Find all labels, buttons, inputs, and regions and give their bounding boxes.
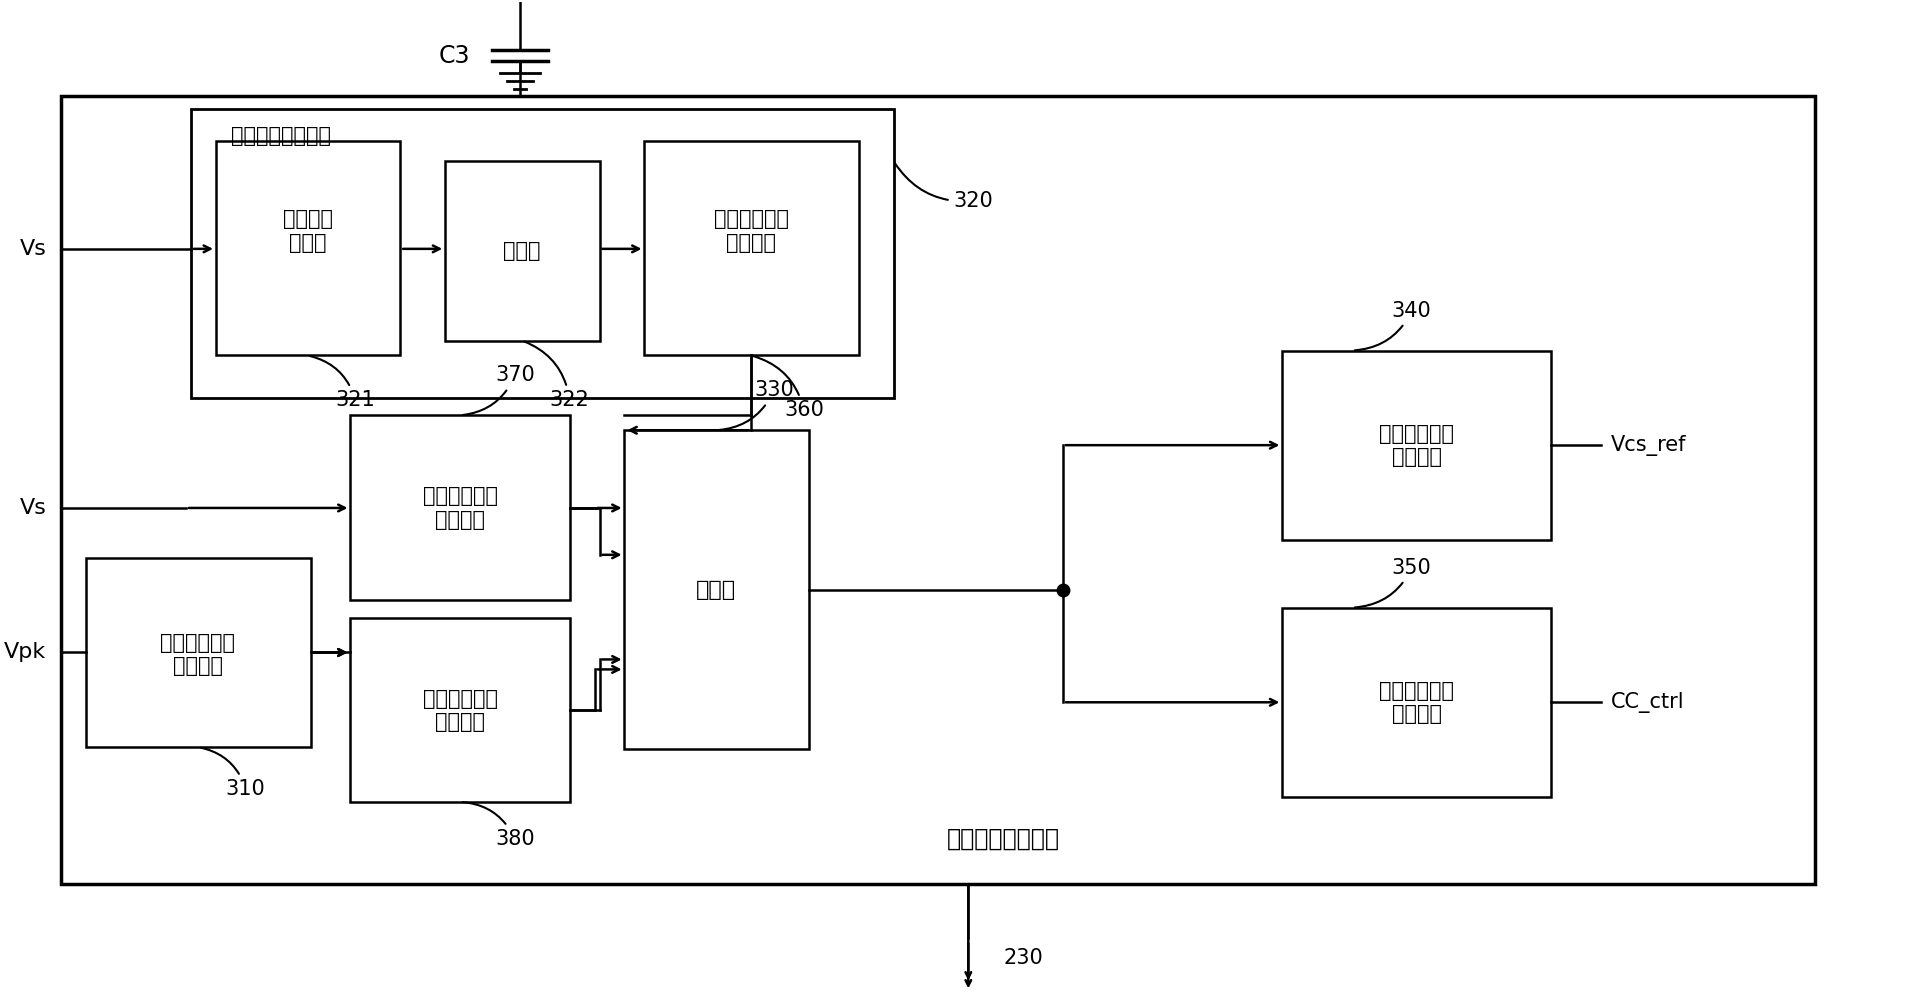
Text: 导通控制信号
产生电路: 导通控制信号 产生电路 <box>1380 680 1455 724</box>
Text: 380: 380 <box>463 802 535 849</box>
Text: 230: 230 <box>1004 948 1042 968</box>
Bar <box>351 618 569 802</box>
Text: 360: 360 <box>755 356 824 420</box>
Text: 322: 322 <box>525 342 589 410</box>
Text: 340: 340 <box>1355 301 1432 351</box>
Bar <box>446 161 600 341</box>
Text: 第二电压电流
转换电路: 第二电压电流 转换电路 <box>423 689 498 732</box>
Text: 321: 321 <box>311 356 374 410</box>
Bar <box>351 415 569 600</box>
Bar <box>191 109 894 398</box>
Text: 除法器: 除法器 <box>697 580 735 600</box>
Text: CC_ctrl: CC_ctrl <box>1612 692 1685 713</box>
Text: 调光角度检测电路: 调光角度检测电路 <box>232 126 330 146</box>
Text: 310: 310 <box>201 748 266 799</box>
Text: 370: 370 <box>463 365 535 415</box>
Text: 第一预设电压
产生电路: 第一预设电压 产生电路 <box>1380 424 1455 467</box>
Text: 过零检测
比较器: 过零检测 比较器 <box>282 210 332 252</box>
Text: Vcs_ref: Vcs_ref <box>1612 435 1687 456</box>
Text: 恒流调光控制电路: 恒流调光控制电路 <box>948 827 1060 851</box>
Bar <box>1282 608 1552 797</box>
Text: Vs: Vs <box>19 239 46 259</box>
Text: 第一电压电流
转换电路: 第一电压电流 转换电路 <box>714 210 789 252</box>
Bar <box>645 141 859 355</box>
Text: 整流电压峰值
采样电路: 整流电压峰值 采样电路 <box>160 633 235 676</box>
Bar <box>62 96 1816 884</box>
Text: 滤波器: 滤波器 <box>504 241 540 261</box>
Bar <box>87 558 311 747</box>
Text: 第二电压电流
转换电路: 第二电压电流 转换电路 <box>423 487 498 529</box>
Text: 350: 350 <box>1355 558 1432 608</box>
Text: 320: 320 <box>896 164 994 212</box>
Text: C3: C3 <box>438 44 471 68</box>
Bar <box>216 141 400 355</box>
Text: 330: 330 <box>720 380 793 430</box>
Text: Vs: Vs <box>19 497 46 518</box>
Bar <box>1282 351 1552 540</box>
Bar <box>625 430 809 749</box>
Text: Vpk: Vpk <box>4 642 46 662</box>
